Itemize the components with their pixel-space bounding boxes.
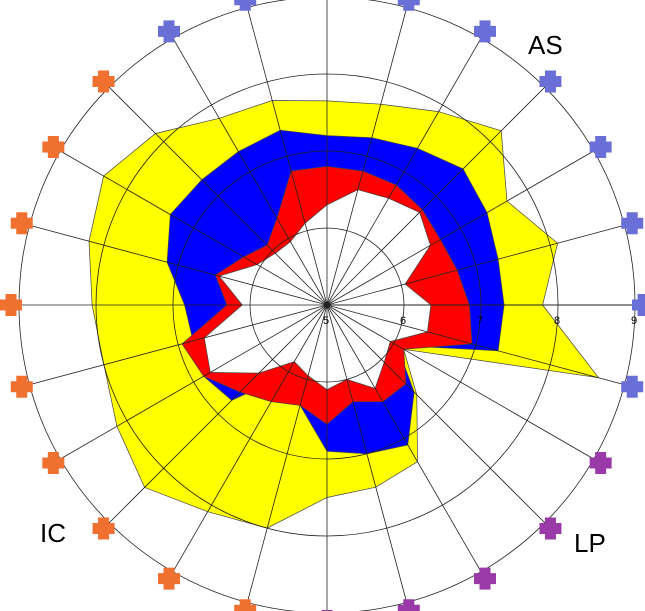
tick-label-6: 6 (400, 315, 406, 327)
axis-marker-ic-19 (10, 212, 33, 235)
axis-marker-as-3 (539, 70, 562, 93)
axis-marker-lp-9 (539, 517, 562, 540)
spoke-2 (326, 38, 482, 306)
axis-marker-as-6 (632, 294, 645, 316)
axis-marker-lp-11 (397, 599, 420, 611)
spoke-7 (326, 304, 625, 386)
spoke-23 (246, 7, 328, 306)
spoke-3 (326, 86, 546, 306)
axis-marker-ic-17 (10, 375, 33, 398)
axis-marker-as-22 (158, 20, 180, 43)
axis-marker-ic-15 (92, 517, 115, 540)
tick-label-7: 7 (477, 315, 483, 327)
spoke-21 (108, 86, 328, 306)
axis-marker-as-2 (474, 20, 496, 43)
axis-marker-as-5 (621, 212, 644, 235)
spoke-17 (29, 304, 328, 386)
tick-label-8: 8 (554, 315, 560, 327)
spoke-4 (326, 150, 594, 306)
axis-marker-as-4 (589, 136, 612, 158)
axis-marker-as-23 (234, 0, 257, 11)
tick-label-9: 9 (631, 315, 637, 327)
spoke-14 (172, 304, 328, 572)
group-label-lp: LP (574, 528, 606, 558)
spoke-15 (108, 304, 328, 524)
axis-spokes (19, 0, 639, 611)
spoke-9 (326, 304, 546, 524)
axis-marker-ic-18 (0, 294, 22, 316)
spoke-13 (246, 304, 328, 603)
group-label-ic: IC (40, 518, 66, 548)
axis-marker-as-7 (621, 375, 644, 398)
spoke-10 (326, 304, 482, 572)
spoke-1 (326, 7, 408, 306)
axis-marker-ic-14 (158, 567, 180, 590)
tick-labels: 5 6 7 8 9 (323, 315, 637, 327)
spoke-8 (326, 304, 594, 460)
spoke-19 (29, 224, 328, 306)
axis-marker-lp-10 (474, 567, 496, 590)
spoke-16 (60, 304, 328, 460)
center-dot (324, 302, 330, 308)
spoke-11 (326, 304, 408, 603)
spoke-20 (60, 150, 328, 306)
axis-marker-ic-20 (42, 136, 65, 158)
axis-marker-ic-16 (42, 452, 65, 474)
tick-label-5: 5 (323, 315, 329, 327)
group-label-as: AS (528, 30, 563, 60)
spoke-5 (326, 224, 625, 306)
axis-marker-ic-21 (92, 70, 115, 93)
axis-marker-as-1 (397, 0, 420, 11)
spoke-22 (172, 38, 328, 306)
axis-marker-lp-8 (589, 452, 612, 474)
axis-marker-ic-13 (234, 599, 257, 611)
